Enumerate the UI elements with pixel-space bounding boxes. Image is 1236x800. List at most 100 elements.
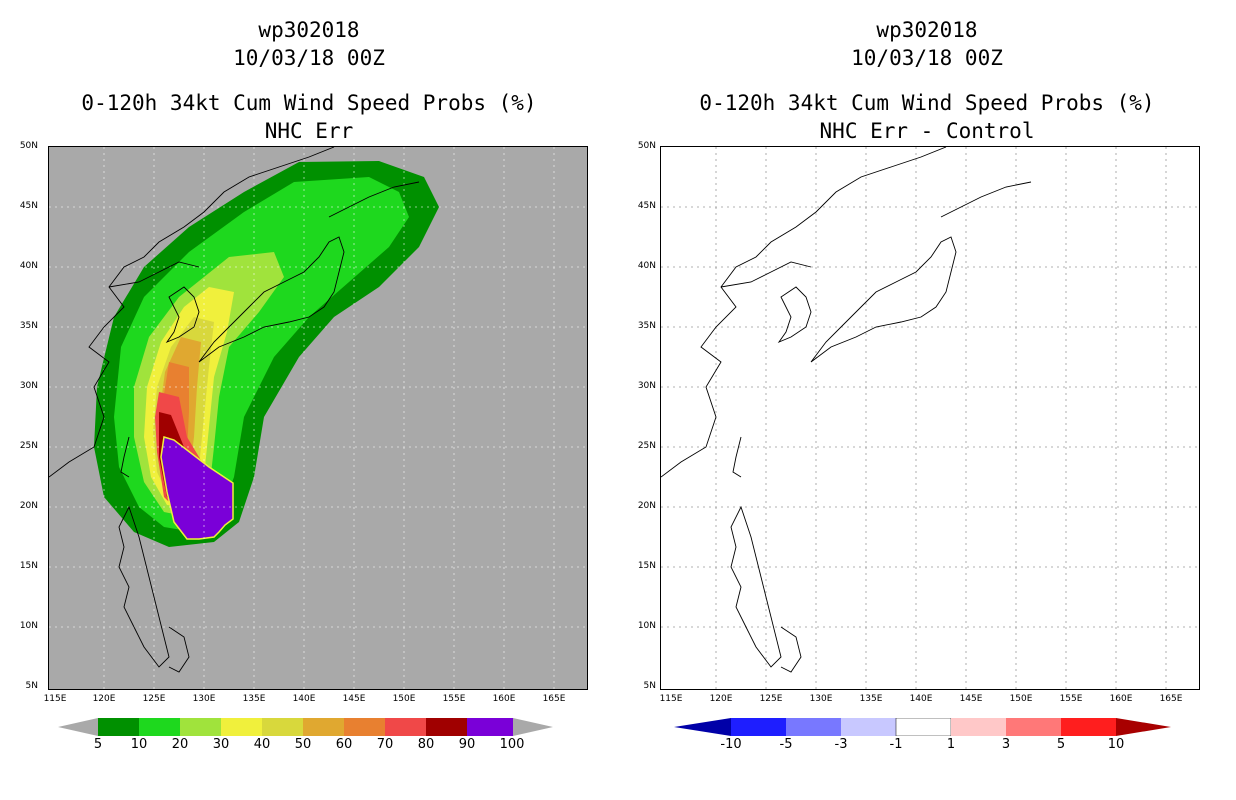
right-lat-50N: 50N [637,141,656,151]
right-lon-130E: 130E [809,694,833,704]
left-cbar-label-90: 90 [458,737,476,752]
right-lat-5N: 5N [643,681,656,691]
right-lon-155E: 155E [1059,694,1083,704]
left-lat-10N: 10N [19,621,38,631]
right-lat-15N: 15N [637,561,656,571]
left-cbar-80-90 [426,718,467,736]
right-cbar-m10-m5 [731,718,786,736]
left-lat-35N: 35N [19,321,38,331]
left-map [48,146,588,690]
right-lon-120E: 120E [709,694,733,704]
left-storm-id: wp302018 [258,18,360,42]
left-cbar-40-50 [262,718,303,736]
left-cbar-20-30 [180,718,221,736]
right-lat-45N: 45N [637,201,656,211]
left-cbar-10-20 [139,718,180,736]
right-cbar-5-10 [1061,718,1116,736]
right-map-svg [661,147,1199,689]
left-cbar-label-40: 40 [253,737,271,752]
left-cbar-30-40 [221,718,262,736]
right-lon-150E: 150E [1009,694,1033,704]
left-cbar-label-60: 60 [335,737,353,752]
right-lat-35N: 35N [637,321,656,331]
left-lon-115E: 115E [43,694,67,704]
left-cbar-label-30: 30 [212,737,230,752]
left-lat-30N: 30N [19,381,38,391]
right-lon-145E: 145E [959,694,983,704]
right-lat-25N: 25N [637,441,656,451]
right-map [660,146,1200,690]
right-grid [661,147,1199,689]
right-cbar-m3-m1 [841,718,896,736]
left-lat-5N: 5N [25,681,38,691]
right-lat-20N: 20N [637,501,656,511]
left-coastlines [49,147,420,673]
left-lon-150E: 150E [392,694,416,704]
right-cbar-3-5 [1006,718,1061,736]
left-cbar-label-20: 20 [171,737,189,752]
left-lat-50N: 50N [19,141,38,151]
left-panel: wp302018 10/03/18 00Z 0-120h 34kt Cum Wi… [19,18,588,752]
right-lon-135E: 135E [859,694,883,704]
left-lon-120E: 120E [92,694,116,704]
right-lon-115E: 115E [659,694,683,704]
left-lat-15N: 15N [19,561,38,571]
right-cbar-label-10: 10 [1107,737,1125,752]
left-lon-125E: 125E [142,694,166,704]
left-lat-20N: 20N [19,501,38,511]
left-lat-45N: 45N [19,201,38,211]
left-lat-25N: 25N [19,441,38,451]
left-lon-135E: 135E [242,694,266,704]
left-cbar-label-10: 10 [130,737,148,752]
right-cbar-label-m10: -10 [720,737,742,752]
right-cbar-label-3: 3 [1001,737,1011,752]
left-cbar-50-60 [303,718,344,736]
left-lon-165E: 165E [542,694,566,704]
left-cbar-over [513,718,553,736]
left-lon-155E: 155E [442,694,466,704]
right-coastlines [661,147,1032,673]
right-cbar-m5-m3 [786,718,841,736]
right-cbar-over [1116,718,1171,736]
right-lon-140E: 140E [909,694,933,704]
left-map-svg [49,147,587,689]
left-cbar-label-100: 100 [499,737,525,752]
right-colorbar [674,718,1171,736]
left-cbar-label-80: 80 [417,737,435,752]
left-cbar-label-70: 70 [376,737,394,752]
left-lon-140E: 140E [292,694,316,704]
left-cbar-under [58,718,98,736]
right-lat-30N: 30N [637,381,656,391]
left-lon-130E: 130E [192,694,216,704]
left-product-title: 0-120h 34kt Cum Wind Speed Probs (%) [81,91,537,115]
right-lon-165E: 165E [1159,694,1183,704]
right-panel: wp302018 10/03/18 00Z 0-120h 34kt Cum Wi… [618,0,1236,800]
left-colorbar [58,718,553,736]
right-lon-160E: 160E [1109,694,1133,704]
right-lat-40N: 40N [637,261,656,271]
left-cbar-70-80 [385,718,426,736]
left-cbar-60-70 [344,718,385,736]
right-cbar-label-5: 5 [1056,737,1066,752]
left-lat-40N: 40N [19,261,38,271]
right-storm-id: wp302018 [876,18,978,42]
right-lon-125E: 125E [759,694,783,704]
right-cbar-1-3 [951,718,1006,736]
left-subtitle: NHC Err [264,119,354,143]
left-cbar-label-5: 5 [93,737,103,752]
right-lat-10N: 10N [637,621,656,631]
left-cbar-90-100 [467,718,513,736]
left-lon-145E: 145E [342,694,366,704]
right-cbar-label-m1: -1 [889,737,903,752]
right-cbar-label-1: 1 [946,737,956,752]
right-datetime: 10/03/18 00Z [851,46,1003,70]
right-cbar-label-m5: -5 [779,737,793,752]
left-cbar-5-10 [98,718,139,736]
left-lon-160E: 160E [492,694,516,704]
left-datetime: 10/03/18 00Z [233,46,385,70]
left-cbar-label-50: 50 [294,737,312,752]
right-subtitle: NHC Err - Control [819,119,1035,143]
right-cbar-under [674,718,731,736]
left-grid [49,147,587,689]
right-product-title: 0-120h 34kt Cum Wind Speed Probs (%) [699,91,1155,115]
